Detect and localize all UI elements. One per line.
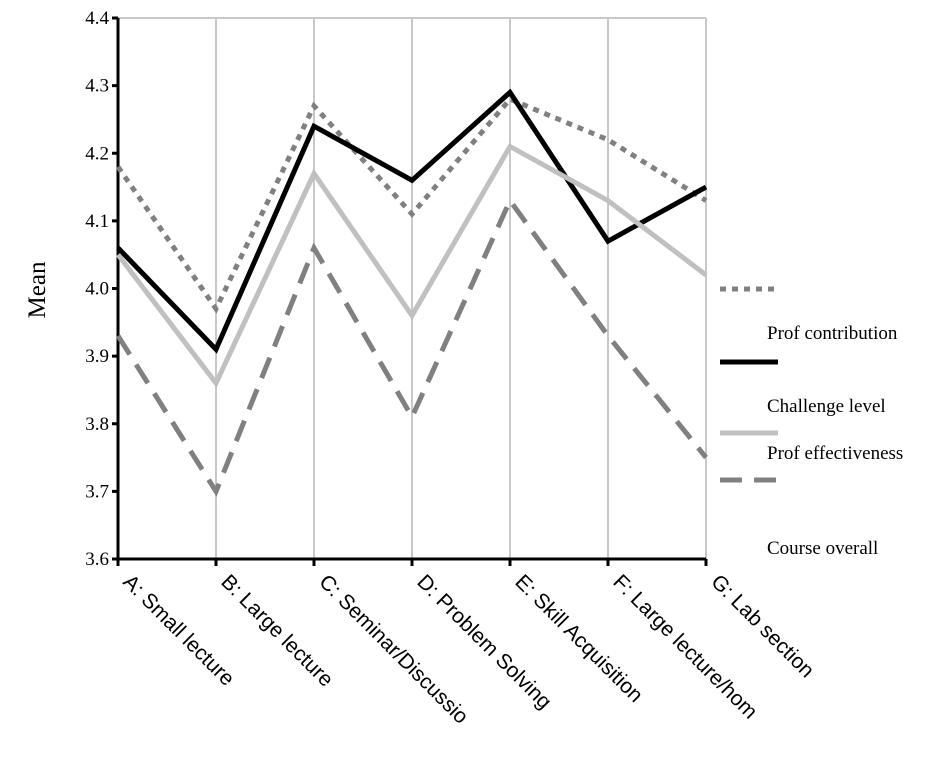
y-tick-label: 4.1 — [85, 211, 109, 232]
y-tick-label: 3.8 — [85, 414, 109, 435]
y-tick-label: 4.4 — [85, 8, 109, 29]
series-line — [116, 143, 708, 388]
y-tick-labels: 3.6 3.7 3.8 3.9 4.0 4.1 4.2 4.3 4.4 — [85, 8, 109, 570]
legend-label: Prof effectiveness — [767, 443, 903, 464]
y-tick-label: 4.3 — [85, 76, 109, 97]
series-lines — [115, 88, 708, 497]
grid-lines — [118, 17, 707, 559]
y-tick-label: 4.2 — [85, 143, 109, 164]
legend: Prof contribution Challenge level Prof eff… — [720, 286, 903, 559]
y-axis-label: Mean — [24, 261, 51, 318]
legend-label: Challenge level — [767, 396, 886, 417]
series-line — [115, 96, 708, 314]
y-tick-label: 3.9 — [85, 346, 109, 367]
series-line — [115, 195, 708, 497]
x-category-label: G: Lab section — [706, 570, 818, 682]
y-tick-label: 4.0 — [85, 279, 109, 300]
legend-label: Course overall — [767, 538, 878, 559]
series-line — [116, 88, 708, 354]
y-tick-label: 3.6 — [85, 549, 109, 570]
y-tick-label: 3.7 — [85, 481, 109, 502]
axes — [112, 16, 708, 566]
legend-label: Prof contribution — [767, 323, 898, 344]
